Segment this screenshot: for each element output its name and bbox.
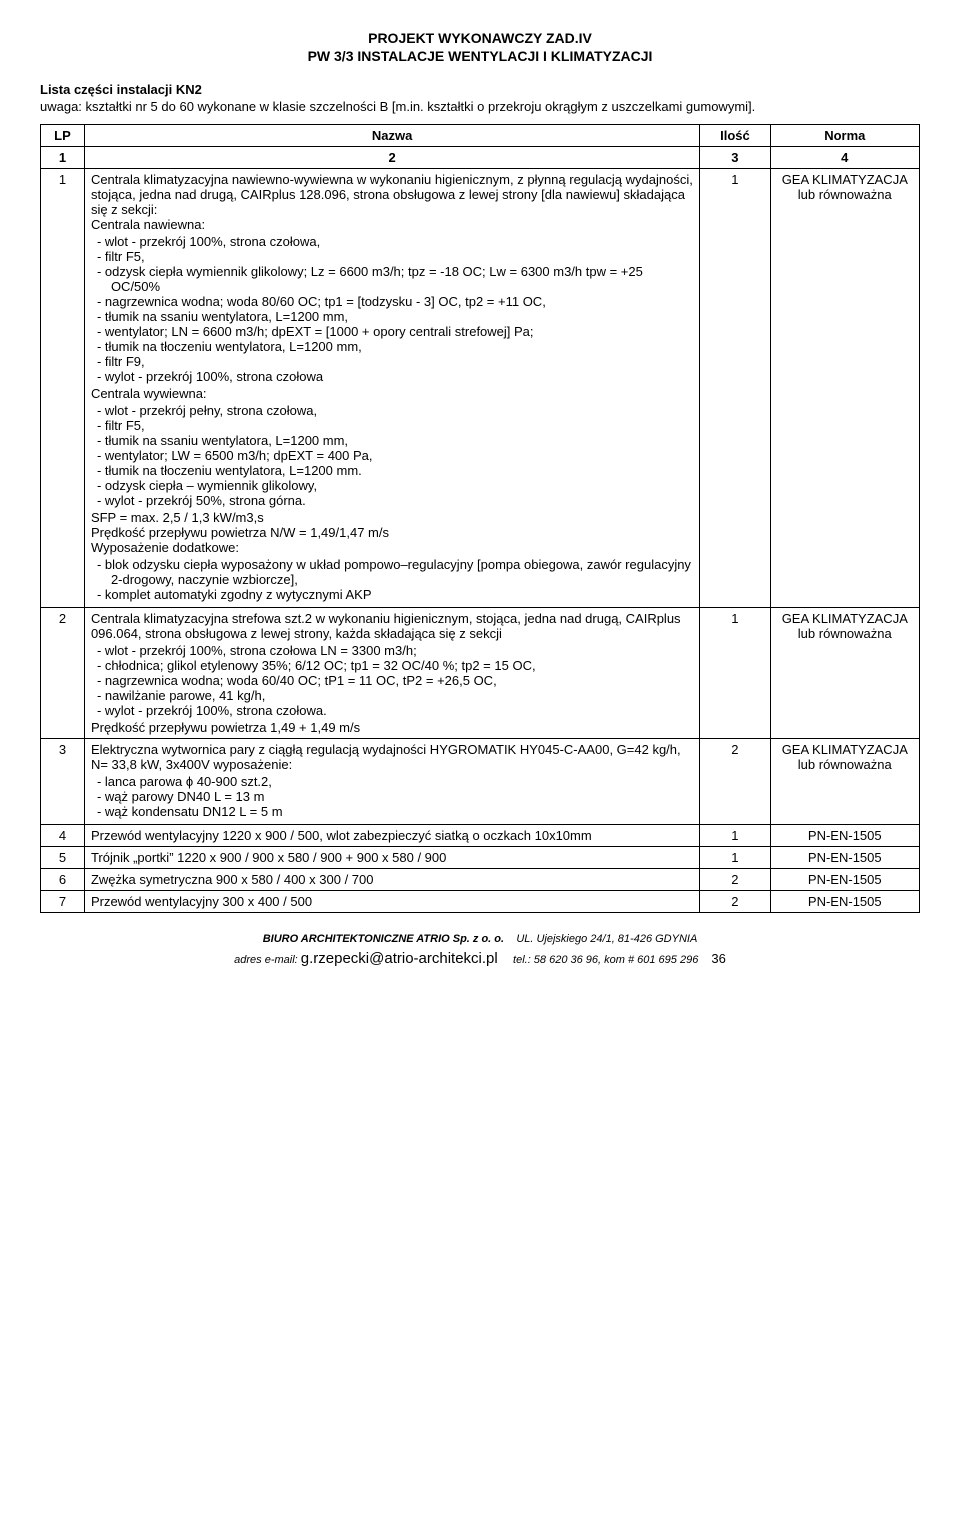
col-qty: Ilość [700,125,770,147]
table-row: 3Elektryczna wytwornica pary z ciągłą re… [41,739,920,825]
cell-lp: 7 [41,891,85,913]
project-title: PROJEKT WYKONAWCZY ZAD.IV [40,30,920,46]
cell-qty: 1 [700,608,770,739]
table-subheader-row: 1 2 3 4 [41,147,920,169]
footer-tel: tel.: 58 620 36 96, kom # 601 695 296 [513,954,698,966]
col-norm: Norma [770,125,919,147]
cell-qty: 2 [700,739,770,825]
cell-name: Przewód wentylacyjny 300 x 400 / 500 [84,891,699,913]
cell-norm: PN-EN-1505 [770,891,919,913]
section-title: Lista części instalacji KN2 [40,82,920,97]
section-note: uwaga: kształtki nr 5 do 60 wykonane w k… [40,99,920,114]
table-row: 5Trójnik „portki” 1220 x 900 / 900 x 580… [41,847,920,869]
footer-address: UL. Ujejskiego 24/1, 81-426 GDYNIA [516,933,697,945]
parts-table: LP Nazwa Ilość Norma 1 2 3 4 1Centrala k… [40,124,920,913]
cell-lp: 2 [41,608,85,739]
sub-2: 2 [84,147,699,169]
footer-biuro: BIURO ARCHITEKTONICZNE ATRIO Sp. z o. o. [263,933,504,945]
page-number: 36 [711,951,725,966]
cell-norm: PN-EN-1505 [770,847,919,869]
sub-3: 3 [700,147,770,169]
cell-name: Elektryczna wytwornica pary z ciągłą reg… [84,739,699,825]
table-row: 1Centrala klimatyzacyjna nawiewno-wywiew… [41,169,920,608]
footer-email-label: adres e-mail: [234,954,298,966]
sub-1: 1 [41,147,85,169]
cell-name: Trójnik „portki” 1220 x 900 / 900 x 580 … [84,847,699,869]
sub-4: 4 [770,147,919,169]
cell-norm: GEA KLIMATYZACJA lub równoważna [770,739,919,825]
cell-norm: GEA KLIMATYZACJA lub równoważna [770,608,919,739]
cell-qty: 2 [700,869,770,891]
cell-lp: 6 [41,869,85,891]
table-row: 2Centrala klimatyzacyjna strefowa szt.2 … [41,608,920,739]
col-name: Nazwa [84,125,699,147]
cell-lp: 5 [41,847,85,869]
cell-norm: GEA KLIMATYZACJA lub równoważna [770,169,919,608]
cell-name: Przewód wentylacyjny 1220 x 900 / 500, w… [84,825,699,847]
cell-name: Zwężka symetryczna 900 x 580 / 400 x 300… [84,869,699,891]
cell-lp: 1 [41,169,85,608]
cell-qty: 1 [700,847,770,869]
cell-qty: 1 [700,169,770,608]
table-row: 4Przewód wentylacyjny 1220 x 900 / 500, … [41,825,920,847]
cell-lp: 4 [41,825,85,847]
page-footer: BIURO ARCHITEKTONICZNE ATRIO Sp. z o. o.… [40,931,920,970]
cell-norm: PN-EN-1505 [770,825,919,847]
col-lp: LP [41,125,85,147]
table-header-row: LP Nazwa Ilość Norma [41,125,920,147]
project-subtitle: PW 3/3 INSTALACJE WENTYLACJI I KLIMATYZA… [40,48,920,64]
cell-qty: 1 [700,825,770,847]
cell-name: Centrala klimatyzacyjna strefowa szt.2 w… [84,608,699,739]
cell-qty: 2 [700,891,770,913]
cell-name: Centrala klimatyzacyjna nawiewno-wywiewn… [84,169,699,608]
footer-email: g.rzepecki@atrio-architekci.pl [301,950,498,967]
table-row: 6Zwężka symetryczna 900 x 580 / 400 x 30… [41,869,920,891]
cell-norm: PN-EN-1505 [770,869,919,891]
table-row: 7Przewód wentylacyjny 300 x 400 / 5002PN… [41,891,920,913]
cell-lp: 3 [41,739,85,825]
